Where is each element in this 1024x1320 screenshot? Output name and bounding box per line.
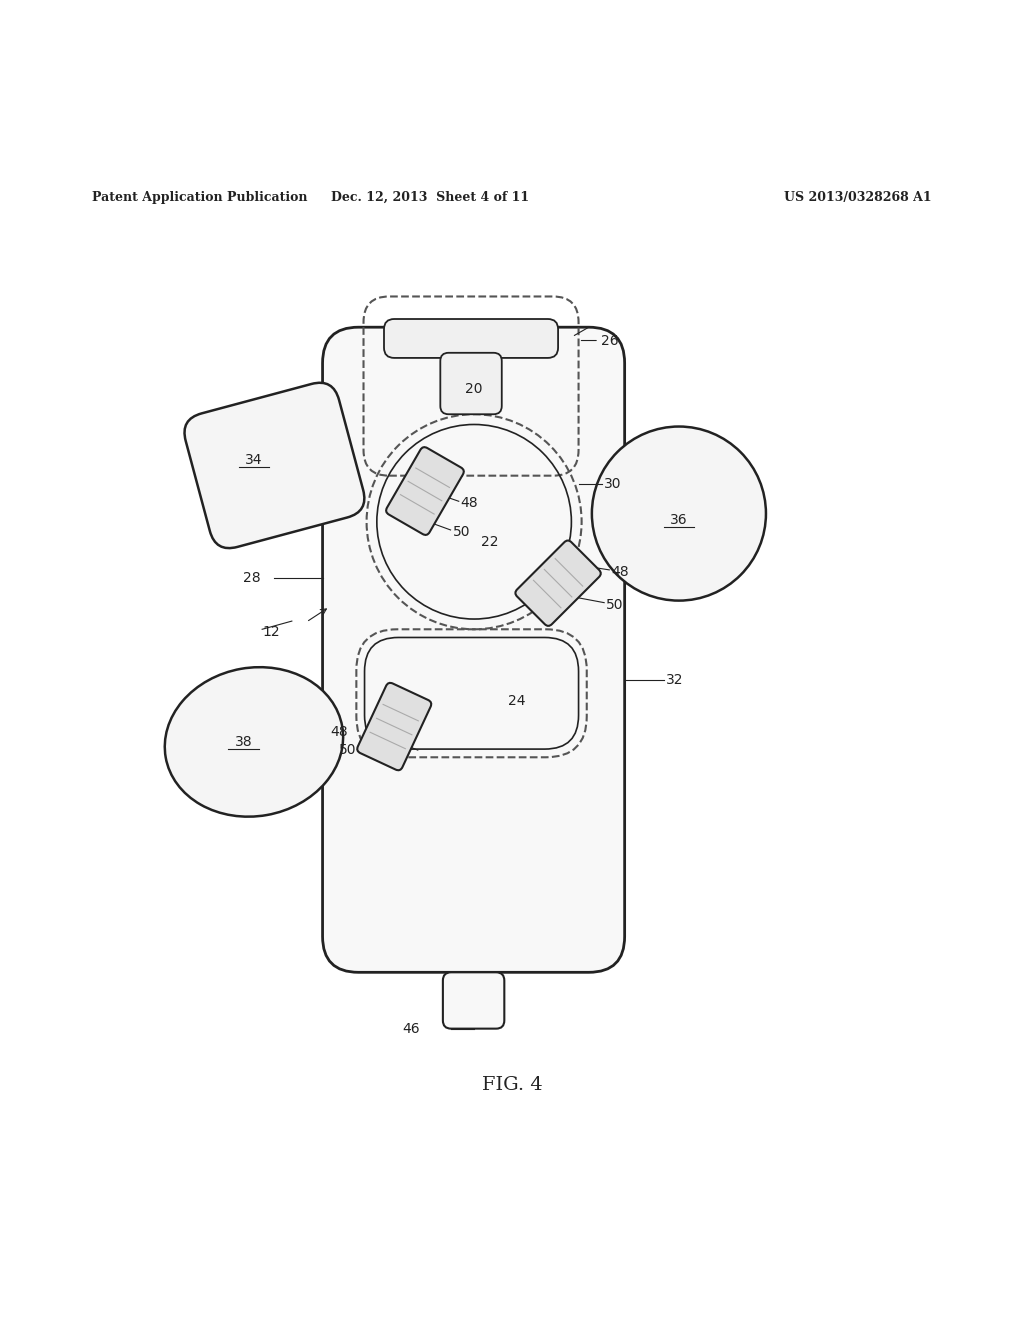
FancyBboxPatch shape — [515, 540, 601, 626]
Text: 30: 30 — [604, 477, 622, 491]
FancyBboxPatch shape — [323, 327, 625, 973]
FancyBboxPatch shape — [386, 447, 464, 535]
Text: Patent Application Publication: Patent Application Publication — [92, 190, 307, 203]
Text: 26: 26 — [601, 334, 618, 347]
FancyBboxPatch shape — [184, 383, 365, 548]
Text: 20: 20 — [465, 381, 483, 396]
Text: FIG. 4: FIG. 4 — [481, 1076, 543, 1094]
Text: 24: 24 — [508, 694, 526, 708]
FancyBboxPatch shape — [440, 352, 502, 414]
Text: 38: 38 — [234, 735, 253, 748]
Text: 48: 48 — [611, 565, 629, 579]
Text: Dec. 12, 2013  Sheet 4 of 11: Dec. 12, 2013 Sheet 4 of 11 — [331, 190, 529, 203]
Text: 28: 28 — [244, 572, 261, 585]
Text: 50: 50 — [606, 598, 624, 611]
FancyBboxPatch shape — [384, 319, 558, 358]
Circle shape — [592, 426, 766, 601]
Text: 50: 50 — [339, 743, 356, 758]
Text: 34: 34 — [245, 453, 263, 467]
Text: 32: 32 — [666, 673, 683, 688]
Text: 12: 12 — [262, 626, 280, 639]
FancyBboxPatch shape — [357, 682, 431, 771]
Text: US 2013/0328268 A1: US 2013/0328268 A1 — [784, 190, 932, 203]
Text: 46: 46 — [402, 1022, 420, 1036]
Text: 48: 48 — [331, 725, 348, 739]
Ellipse shape — [165, 667, 343, 817]
Text: 22: 22 — [480, 535, 499, 549]
FancyBboxPatch shape — [442, 973, 504, 1028]
Text: 50: 50 — [453, 525, 470, 539]
Text: 36: 36 — [670, 512, 688, 527]
Text: 48: 48 — [461, 496, 478, 511]
